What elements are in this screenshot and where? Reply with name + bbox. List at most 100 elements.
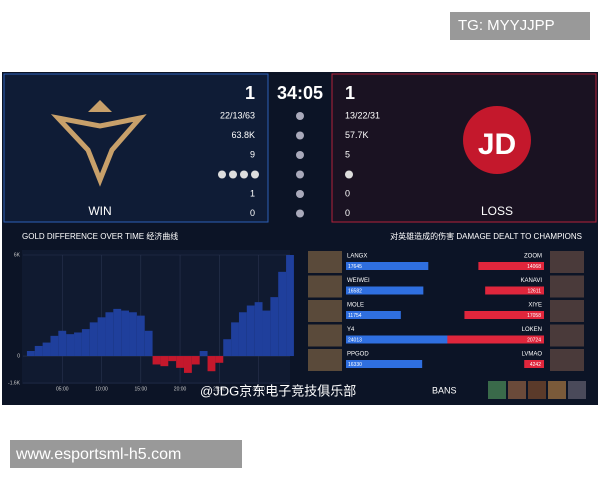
stat-icon xyxy=(296,190,304,198)
stat-icon xyxy=(296,209,304,218)
gold-bar xyxy=(207,356,216,372)
dragon-icon xyxy=(251,170,259,179)
bottom-url: www.esportsml-h5.com xyxy=(15,446,181,463)
dragon-icon xyxy=(218,170,226,179)
gold-bar xyxy=(270,297,279,357)
y-tick-label: -1.6K xyxy=(8,380,21,386)
gold-bar xyxy=(121,310,130,357)
y-tick-label: 6K xyxy=(14,252,21,258)
gold-bar xyxy=(129,312,137,357)
portrait xyxy=(550,275,584,298)
left-series-score: 1 xyxy=(245,83,255,103)
damage-bar xyxy=(346,286,424,295)
right-logo xyxy=(463,106,531,174)
damage-chart: LANGX 17645 WEIWEI 16582 MOLE 11754 Y4 24013 PPG… xyxy=(308,251,584,371)
gold-bar xyxy=(34,345,43,357)
damage-value: 17645 xyxy=(348,264,362,270)
portrait xyxy=(550,300,584,322)
right-stat: 0 xyxy=(345,208,350,218)
game-time: 34:05 xyxy=(277,83,323,103)
left-stat: 63.8K xyxy=(231,130,255,140)
gold-bar xyxy=(144,330,153,357)
player-name: WEIWEI xyxy=(347,278,370,284)
stats: 22/13/63 13/22/31 63.8K 57.7K 9 5 1 0 0 0 xyxy=(218,110,380,218)
gold-chart: -1.6K 0 6K 05:00 10:00 15:00 20:00 25:00 30:00 xyxy=(8,252,294,392)
dragon-icon xyxy=(229,170,237,179)
left-stat: 0 xyxy=(250,208,255,218)
dragon-icon xyxy=(345,170,353,179)
damage-bar xyxy=(346,335,458,344)
gold-bar xyxy=(176,356,184,368)
gold-bar xyxy=(246,305,255,357)
left-logo-crown xyxy=(88,100,112,112)
damage-bar xyxy=(464,311,544,319)
damage-value: 12611 xyxy=(527,288,541,294)
tag-box xyxy=(450,12,590,40)
portrait xyxy=(308,275,342,298)
player-name: MOLE xyxy=(347,303,364,309)
portrait xyxy=(308,324,342,347)
gold-bar xyxy=(223,339,232,357)
x-tick-label: 30:00 xyxy=(252,386,265,392)
gold-bar xyxy=(215,356,224,363)
right-stat: 57.7K xyxy=(345,130,369,140)
player-name: PPGOD xyxy=(347,352,369,358)
gold-bar xyxy=(168,356,177,362)
portrait xyxy=(308,349,342,371)
gold-bar xyxy=(89,322,98,357)
gold-bar xyxy=(66,334,75,357)
gold-bar xyxy=(74,332,82,357)
portrait xyxy=(550,349,584,371)
left-stat: 22/13/63 xyxy=(220,110,255,120)
player-name: LOKEN xyxy=(522,327,542,333)
right-series-score: 1 xyxy=(345,83,355,103)
player-name: LANGX xyxy=(347,254,367,260)
gold-bar xyxy=(105,312,114,357)
right-result: LOSS xyxy=(481,204,513,218)
stat-icon xyxy=(296,151,304,159)
damage-bar xyxy=(346,262,429,270)
player-name: Y4 xyxy=(347,327,355,333)
player-name: ZOOM xyxy=(524,254,542,260)
gold-bar xyxy=(191,356,200,365)
damage-value: 17058 xyxy=(527,313,541,319)
damage-title: 对英雄造成的伤害 DAMAGE DEALT TO CHAMPIONS xyxy=(390,231,582,241)
gold-bar xyxy=(50,335,59,357)
damage-value: 24013 xyxy=(348,337,362,343)
x-tick-label: 05:00 xyxy=(56,386,69,392)
gold-bar xyxy=(160,356,169,367)
portrait xyxy=(550,324,584,347)
portrait xyxy=(550,251,584,273)
left-logo xyxy=(50,114,147,187)
gold-title: GOLD DIFFERENCE OVER TIME 经济曲线 xyxy=(22,231,178,241)
stat-icon xyxy=(296,112,304,120)
gold-bar xyxy=(262,310,271,357)
url-box xyxy=(10,440,242,468)
damage-value: 14068 xyxy=(527,264,541,270)
gold-bar xyxy=(183,356,192,373)
gold-bar xyxy=(199,351,208,357)
player-name: LVMAO xyxy=(521,352,542,358)
gold-bar xyxy=(42,342,51,357)
right-stat: 5 xyxy=(345,149,350,159)
right-stat: 13/22/31 xyxy=(345,110,380,120)
damage-value: 20724 xyxy=(527,337,541,343)
portrait xyxy=(308,300,342,322)
gold-bar xyxy=(278,271,287,357)
bans-label: BANS xyxy=(432,385,457,395)
player-name: XIYE xyxy=(528,303,542,309)
left-result: WIN xyxy=(88,204,111,218)
damage-value: 4242 xyxy=(530,362,541,368)
gold-bar xyxy=(238,312,247,357)
x-tick-label: 20:00 xyxy=(174,386,187,392)
bans xyxy=(488,381,586,399)
x-tick-label: 15:00 xyxy=(135,386,148,392)
damage-value: 16330 xyxy=(348,362,362,368)
damage-bar xyxy=(447,335,544,344)
damage-bar xyxy=(478,262,544,270)
gold-bar xyxy=(113,308,122,357)
stat-icon xyxy=(296,170,304,179)
top-tag: TG: MYYJJPP xyxy=(458,17,555,34)
damage-bar xyxy=(524,360,544,368)
x-tick-label: 25:00 xyxy=(213,386,226,392)
